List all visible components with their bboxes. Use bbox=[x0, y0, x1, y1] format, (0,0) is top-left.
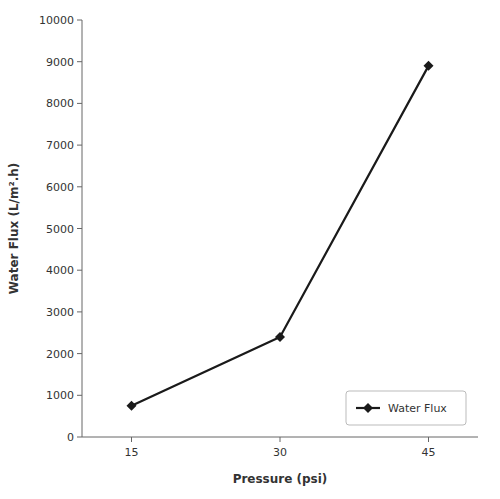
legend-label: Water Flux bbox=[388, 402, 447, 415]
point bbox=[275, 332, 285, 342]
y-tick-label: 9000 bbox=[46, 56, 74, 69]
y-tick bbox=[77, 186, 82, 187]
chart: 15 30 45 0 1000 2000 3000 4000 5000 6000 7000 8000 9… bbox=[0, 0, 500, 499]
x-tick-label: 45 bbox=[422, 446, 436, 459]
y-tick bbox=[77, 20, 82, 21]
y-tick bbox=[77, 437, 82, 438]
legend-box bbox=[346, 391, 466, 425]
y-tick bbox=[77, 353, 82, 354]
y-tick-label: 4000 bbox=[46, 264, 74, 277]
legend: Water Flux bbox=[346, 391, 466, 425]
x-tick-label: 30 bbox=[273, 446, 287, 459]
y-tick bbox=[77, 395, 82, 396]
point bbox=[424, 61, 434, 71]
y-tick-label: 6000 bbox=[46, 181, 74, 194]
y-tick bbox=[77, 228, 82, 229]
y-tick bbox=[77, 103, 82, 104]
x-axis-label: Pressure (psi) bbox=[233, 472, 328, 486]
x-tick-label: 15 bbox=[125, 446, 139, 459]
plot-area bbox=[127, 61, 434, 411]
x-tick bbox=[280, 437, 281, 442]
chart-container: 15 30 45 0 1000 2000 3000 4000 5000 6000 7000 8000 9… bbox=[0, 0, 500, 499]
y-tick-label: 5000 bbox=[46, 223, 74, 236]
y-tick bbox=[77, 311, 82, 312]
point bbox=[127, 401, 137, 411]
y-tick-label: 1000 bbox=[46, 389, 74, 402]
legend-marker bbox=[363, 403, 373, 413]
y-tick-label: 10000 bbox=[39, 14, 74, 27]
y-tick bbox=[77, 270, 82, 271]
series bbox=[127, 61, 434, 411]
y-axis-label: Water Flux (L/m².h) bbox=[7, 163, 21, 295]
y-tick-label: 7000 bbox=[46, 139, 74, 152]
y-tick-label: 2000 bbox=[46, 348, 74, 361]
y-tick-label: 8000 bbox=[46, 97, 74, 110]
line bbox=[132, 66, 429, 406]
x-tick bbox=[428, 437, 429, 442]
y-tick-label: 3000 bbox=[46, 306, 74, 319]
axes: 15 30 45 0 1000 2000 3000 4000 5000 6000 7000 8000 9… bbox=[39, 14, 478, 459]
x-tick bbox=[131, 437, 132, 442]
y-tick bbox=[77, 145, 82, 146]
y-tick-label: 0 bbox=[67, 431, 74, 444]
y-tick bbox=[77, 61, 82, 62]
